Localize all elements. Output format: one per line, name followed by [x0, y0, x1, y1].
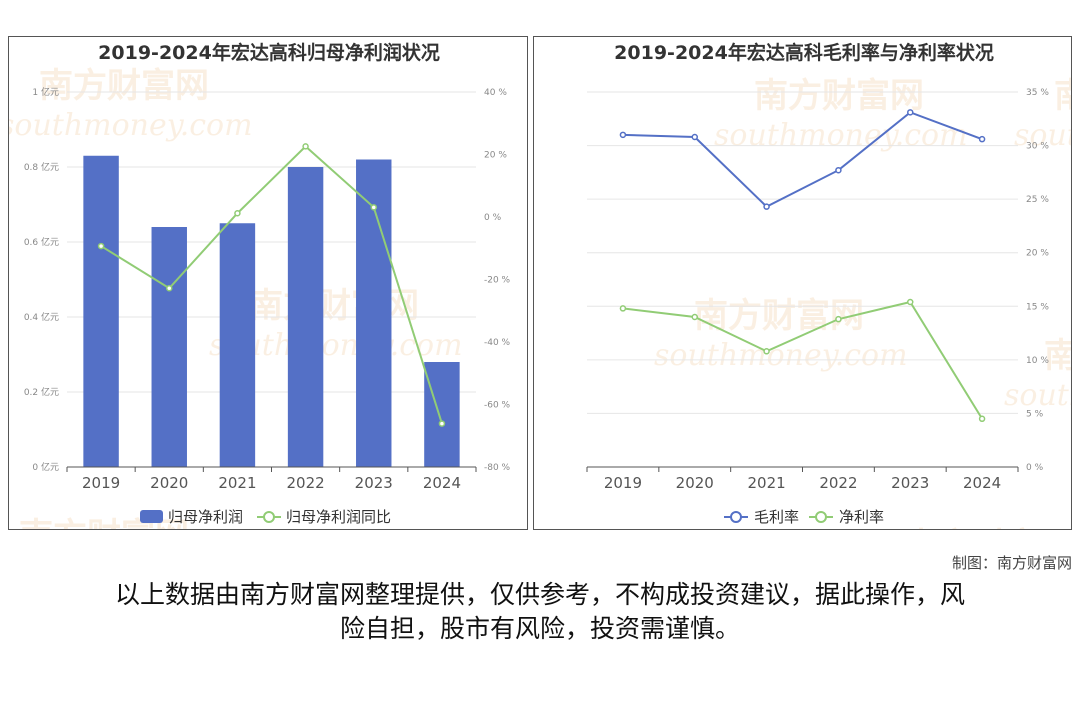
x-axis-label: 2020: [676, 474, 714, 492]
right-axis-tick-label: -40 %: [484, 338, 511, 348]
yoy-point-2022: [302, 143, 309, 150]
watermark-group: 南方财富网southmoney.com南方财富网southmoney.com南方…: [654, 76, 1072, 530]
x-axis-label: 2022: [819, 474, 857, 492]
bar-2020: [151, 227, 187, 467]
right-axis-tick-label: -60 %: [484, 401, 511, 411]
yoy-point-2024: [438, 420, 446, 427]
margin-chart-panel: 南方财富网southmoney.com南方财富网southmoney.com南方…: [533, 36, 1072, 530]
series-1-point-2020: [691, 313, 698, 321]
x-axis-label: 2024: [423, 474, 461, 492]
watermark-en: southmoney.com: [1004, 378, 1072, 413]
watermark-cn: 南方财富网: [754, 76, 924, 116]
right-axis-tick-label: 20 %: [1026, 249, 1049, 259]
x-axis-label: 2019: [604, 474, 642, 492]
watermark-en: southmoney.com: [714, 118, 968, 153]
series-0-point-2023: [907, 109, 914, 116]
series-0-point-2020: [691, 133, 698, 141]
watermark-en: southmoney.com: [654, 338, 908, 373]
watermark-cn: 南方财富网: [39, 66, 209, 106]
legend-label-1: 净利率: [839, 508, 884, 526]
legend-line-dot: [263, 511, 275, 523]
x-axis-label: 2021: [747, 474, 785, 492]
bar-2021: [219, 223, 256, 467]
legend-dot-0: [730, 511, 742, 523]
right-axis-tick-label: 0 %: [484, 213, 502, 223]
disclaimer: 以上数据由南方财富网整理提供，仅供参考，不构成投资建议，据此操作，风 险自担，股…: [60, 578, 1020, 646]
bar-2019: [83, 155, 119, 467]
right-axis-tick-label: 20 %: [484, 151, 507, 161]
right-axis-tick-label: 5 %: [1026, 409, 1044, 419]
x-axis-label: 2019: [82, 474, 120, 492]
yoy-point-2019: [97, 242, 105, 250]
right-axis-tick-label: 30 %: [1026, 142, 1049, 152]
series-1-point-2019: [619, 305, 627, 312]
x-axis-label: 2023: [891, 474, 929, 492]
x-axis-label: 2021: [218, 474, 256, 492]
series-line-1: [622, 300, 983, 420]
yoy-point-2021: [234, 210, 241, 217]
bar-2024: [424, 362, 460, 467]
left-axis-tick-label: 1 亿元: [32, 86, 59, 98]
disclaimer-line-2: 险自担，股市有风险，投资需谨慎。: [339, 614, 740, 643]
series-0-point-2019: [619, 131, 627, 139]
chart-title: 2019-2024年宏达高科毛利率与净利率状况: [614, 41, 994, 64]
series-1-point-2023: [907, 298, 914, 306]
x-axis-label: 2024: [963, 474, 1001, 492]
x-axis-label: 2022: [286, 474, 324, 492]
watermark-cn: 南方财富网: [1044, 336, 1072, 376]
chart-credit: 制图：南方财富网: [951, 554, 1072, 572]
margin-chart: 南方财富网southmoney.com南方财富网southmoney.com南方…: [586, 41, 1072, 530]
watermark-cn: 南方财富网: [19, 516, 189, 530]
series-1-point-2022: [835, 315, 842, 323]
disclaimer-line-1: 以上数据由南方财富网整理提供，仅供参考，不构成投资建议，据此操作，风: [114, 580, 965, 609]
right-axis-tick-label: 0 %: [1026, 463, 1044, 473]
chart-title: 2019-2024年宏达高科归母净利润状况: [98, 41, 440, 64]
left-axis-tick-label: 0.6 亿元: [24, 236, 59, 248]
series-0-point-2021: [763, 203, 770, 210]
series-1-point-2024: [978, 415, 986, 423]
watermark-cn: 南方财富网: [249, 286, 419, 326]
series-0-point-2024: [978, 135, 986, 143]
legend-dot-1: [815, 511, 827, 523]
yoy-point-2023: [370, 204, 377, 211]
yoy-line: [100, 145, 443, 424]
right-axis-tick-label: -20 %: [484, 276, 511, 286]
series-1-point-2021: [763, 348, 770, 355]
x-axis-label: 2020: [150, 474, 188, 492]
left-axis-tick-label: 0.8 亿元: [24, 161, 59, 173]
bar-2022: [287, 167, 324, 467]
left-axis-tick-label: 0.2 亿元: [24, 386, 59, 398]
series-0-point-2022: [835, 166, 842, 174]
net-profit-chart-panel: 南方财富网southmoney.com南方财富网southmoney.com南方…: [8, 36, 528, 530]
right-axis-tick-label: 25 %: [1026, 195, 1049, 205]
watermark-cn: 南方财富网: [1054, 76, 1072, 116]
series-line-0: [622, 111, 983, 208]
watermark-cn: 南方财富网: [904, 526, 1072, 530]
right-axis-tick-label: 10 %: [1026, 356, 1049, 366]
legend-bar-label: 归母净利润: [168, 508, 243, 526]
right-axis-tick-label: 15 %: [1026, 302, 1049, 312]
right-axis-tick-label: 35 %: [1026, 88, 1049, 98]
legend-label-0: 毛利率: [754, 508, 799, 526]
left-axis-tick-label: 0 亿元: [32, 461, 59, 473]
legend-bar-marker: [140, 510, 163, 523]
watermark-en: southmoney.com: [1014, 118, 1072, 153]
left-axis-tick-label: 0.4 亿元: [24, 311, 59, 323]
yoy-point-2020: [166, 285, 173, 292]
net-profit-chart: 南方财富网southmoney.com南方财富网southmoney.com南方…: [9, 41, 511, 530]
right-axis-tick-label: -80 %: [484, 463, 511, 473]
bar-2023: [356, 159, 392, 467]
watermark-en: southmoney.com: [9, 108, 253, 143]
legend-line-label: 归母净利润同比: [286, 508, 391, 526]
x-axis-label: 2023: [355, 474, 393, 492]
right-axis-tick-label: 40 %: [484, 88, 507, 98]
